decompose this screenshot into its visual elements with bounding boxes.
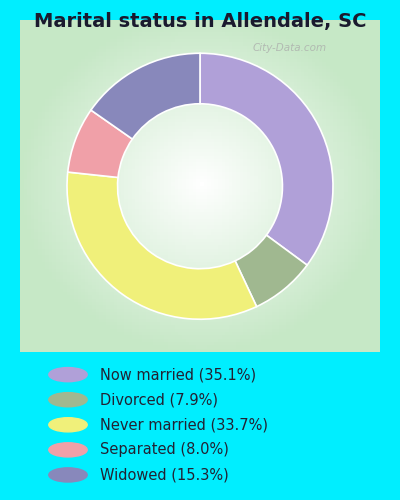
Text: Now married (35.1%): Now married (35.1%) [100,367,256,382]
Text: Divorced (7.9%): Divorced (7.9%) [100,392,218,407]
Wedge shape [68,110,132,178]
Text: Separated (8.0%): Separated (8.0%) [100,442,229,458]
Text: Never married (33.7%): Never married (33.7%) [100,418,268,432]
Wedge shape [67,172,257,319]
Wedge shape [200,53,333,265]
Circle shape [49,418,87,432]
Text: Widowed (15.3%): Widowed (15.3%) [100,468,229,482]
Circle shape [49,468,87,482]
Circle shape [49,443,87,457]
Wedge shape [91,53,200,139]
Circle shape [49,392,87,407]
Wedge shape [235,235,307,306]
Circle shape [49,368,87,382]
Text: City-Data.com: City-Data.com [252,44,326,54]
Text: Marital status in Allendale, SC: Marital status in Allendale, SC [34,12,366,32]
